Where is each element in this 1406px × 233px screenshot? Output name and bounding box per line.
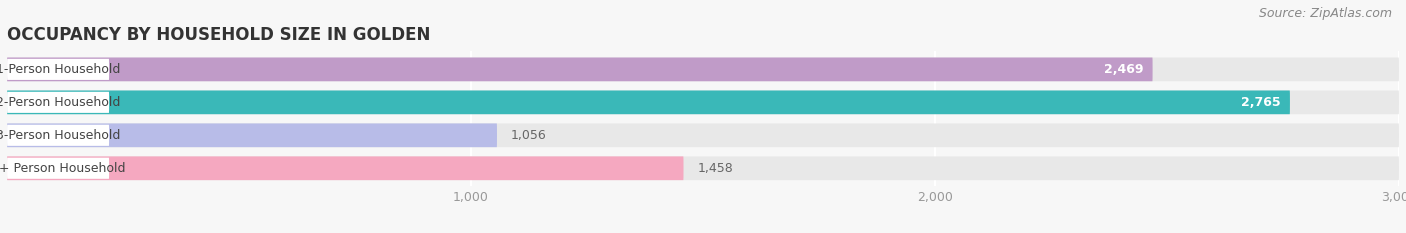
Text: OCCUPANCY BY HOUSEHOLD SIZE IN GOLDEN: OCCUPANCY BY HOUSEHOLD SIZE IN GOLDEN	[7, 26, 430, 44]
Text: 1,458: 1,458	[697, 162, 733, 175]
FancyBboxPatch shape	[7, 123, 496, 147]
FancyBboxPatch shape	[7, 125, 110, 146]
FancyBboxPatch shape	[7, 58, 1399, 81]
FancyBboxPatch shape	[7, 92, 110, 113]
Text: 3-Person Household: 3-Person Household	[0, 129, 121, 142]
Text: 2,765: 2,765	[1241, 96, 1281, 109]
FancyBboxPatch shape	[7, 123, 1399, 147]
Text: Source: ZipAtlas.com: Source: ZipAtlas.com	[1258, 7, 1392, 20]
Text: 1,056: 1,056	[510, 129, 547, 142]
Text: 1-Person Household: 1-Person Household	[0, 63, 121, 76]
FancyBboxPatch shape	[7, 158, 110, 179]
FancyBboxPatch shape	[7, 156, 1399, 180]
FancyBboxPatch shape	[7, 58, 1153, 81]
FancyBboxPatch shape	[7, 59, 110, 80]
Text: 2-Person Household: 2-Person Household	[0, 96, 121, 109]
Text: 2,469: 2,469	[1104, 63, 1143, 76]
FancyBboxPatch shape	[7, 156, 683, 180]
Text: 4+ Person Household: 4+ Person Household	[0, 162, 125, 175]
FancyBboxPatch shape	[7, 90, 1289, 114]
FancyBboxPatch shape	[7, 90, 1399, 114]
